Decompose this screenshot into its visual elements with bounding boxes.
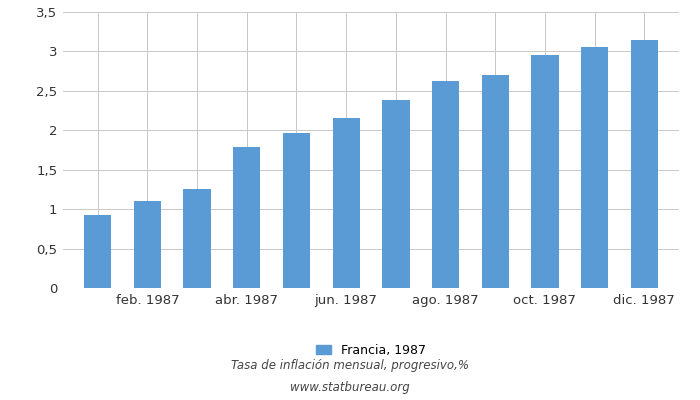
Bar: [432, 81, 459, 288]
Bar: [482, 75, 509, 288]
Bar: [631, 40, 658, 288]
Bar: [382, 100, 410, 288]
Bar: [283, 133, 310, 288]
Bar: [581, 47, 608, 288]
Bar: [332, 118, 360, 288]
Bar: [233, 147, 260, 288]
Bar: [183, 190, 211, 288]
Text: www.statbureau.org: www.statbureau.org: [290, 382, 410, 394]
Text: Tasa de inflación mensual, progresivo,%: Tasa de inflación mensual, progresivo,%: [231, 360, 469, 372]
Legend: Francia, 1987: Francia, 1987: [316, 344, 426, 357]
Bar: [531, 55, 559, 288]
Bar: [134, 201, 161, 288]
Bar: [84, 215, 111, 288]
